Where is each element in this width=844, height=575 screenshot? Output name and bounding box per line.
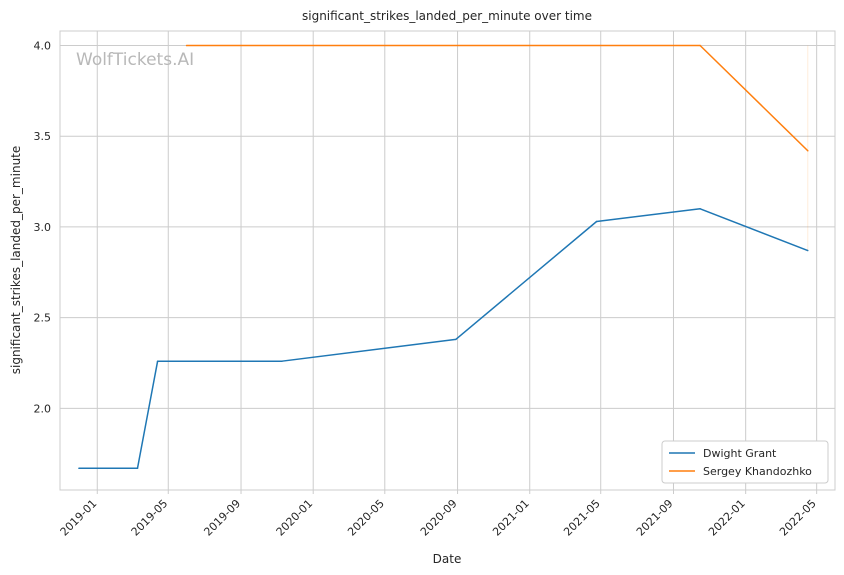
x-tick-label: 2021-01 — [490, 497, 532, 539]
x-tick-label: 2022-05 — [777, 497, 819, 539]
data-point-dwight-grant — [156, 360, 159, 362]
data-point-dwight-grant — [807, 249, 809, 252]
watermark: WolfTickets.AI — [76, 50, 194, 70]
plot-background — [59, 30, 836, 491]
y-axis-label: significant_strikes_landed_per_minute — [9, 146, 23, 375]
series-layer — [78, 44, 809, 469]
data-point-dwight-grant — [78, 467, 80, 469]
data-point-dwight-grant — [281, 360, 283, 362]
chart-title: significant_strikes_landed_per_minute ov… — [302, 9, 592, 23]
x-tick-label: 2019-09 — [201, 497, 243, 539]
data-point-dwight-grant — [455, 338, 457, 341]
x-tick-label: 2021-09 — [634, 497, 676, 539]
y-tick-label: 3.5 — [34, 130, 52, 143]
x-tick-labels: 2019-01 2019-05 2019-09 2020-01 2020-05 2020-… — [58, 490, 819, 539]
data-point-dwight-grant — [136, 467, 139, 469]
y-tick-labels: 2.0 2.5 3.0 3.5 4.0 — [34, 40, 52, 416]
grid-lines — [60, 31, 835, 490]
x-tick-label: 2019-01 — [58, 497, 100, 539]
data-point-dwight-grant — [595, 220, 598, 223]
x-tick-label: 2020-01 — [274, 497, 316, 539]
data-point-dwight-grant — [699, 208, 701, 210]
y-tick-label: 2.0 — [34, 402, 52, 415]
legend-box — [661, 440, 829, 484]
series-line-dwight-grant — [78, 208, 809, 469]
data-point-sergey-khandozhko — [185, 44, 188, 47]
x-axis-label: Date — [433, 552, 462, 566]
y-tick-label: 3.0 — [34, 221, 52, 234]
legend-label-sergey-khandozhko: Sergey Khandozhko — [703, 465, 812, 478]
data-point-sergey-khandozhko — [699, 44, 701, 47]
y-tick-label: 2.5 — [34, 312, 52, 325]
x-tick-label: 2020-09 — [418, 497, 460, 539]
x-tick-label: 2022-01 — [706, 497, 748, 539]
data-point-sergey-khandozhko — [807, 149, 809, 152]
x-tick-label: 2019-05 — [129, 497, 171, 539]
x-tick-label: 2021-05 — [561, 497, 603, 539]
legend: Dwight Grant Sergey Khandozhko — [661, 440, 829, 484]
y-tick-label: 4.0 — [34, 40, 52, 53]
x-tick-label: 2020-05 — [345, 497, 387, 539]
legend-label-dwight-grant: Dwight Grant — [703, 447, 777, 460]
